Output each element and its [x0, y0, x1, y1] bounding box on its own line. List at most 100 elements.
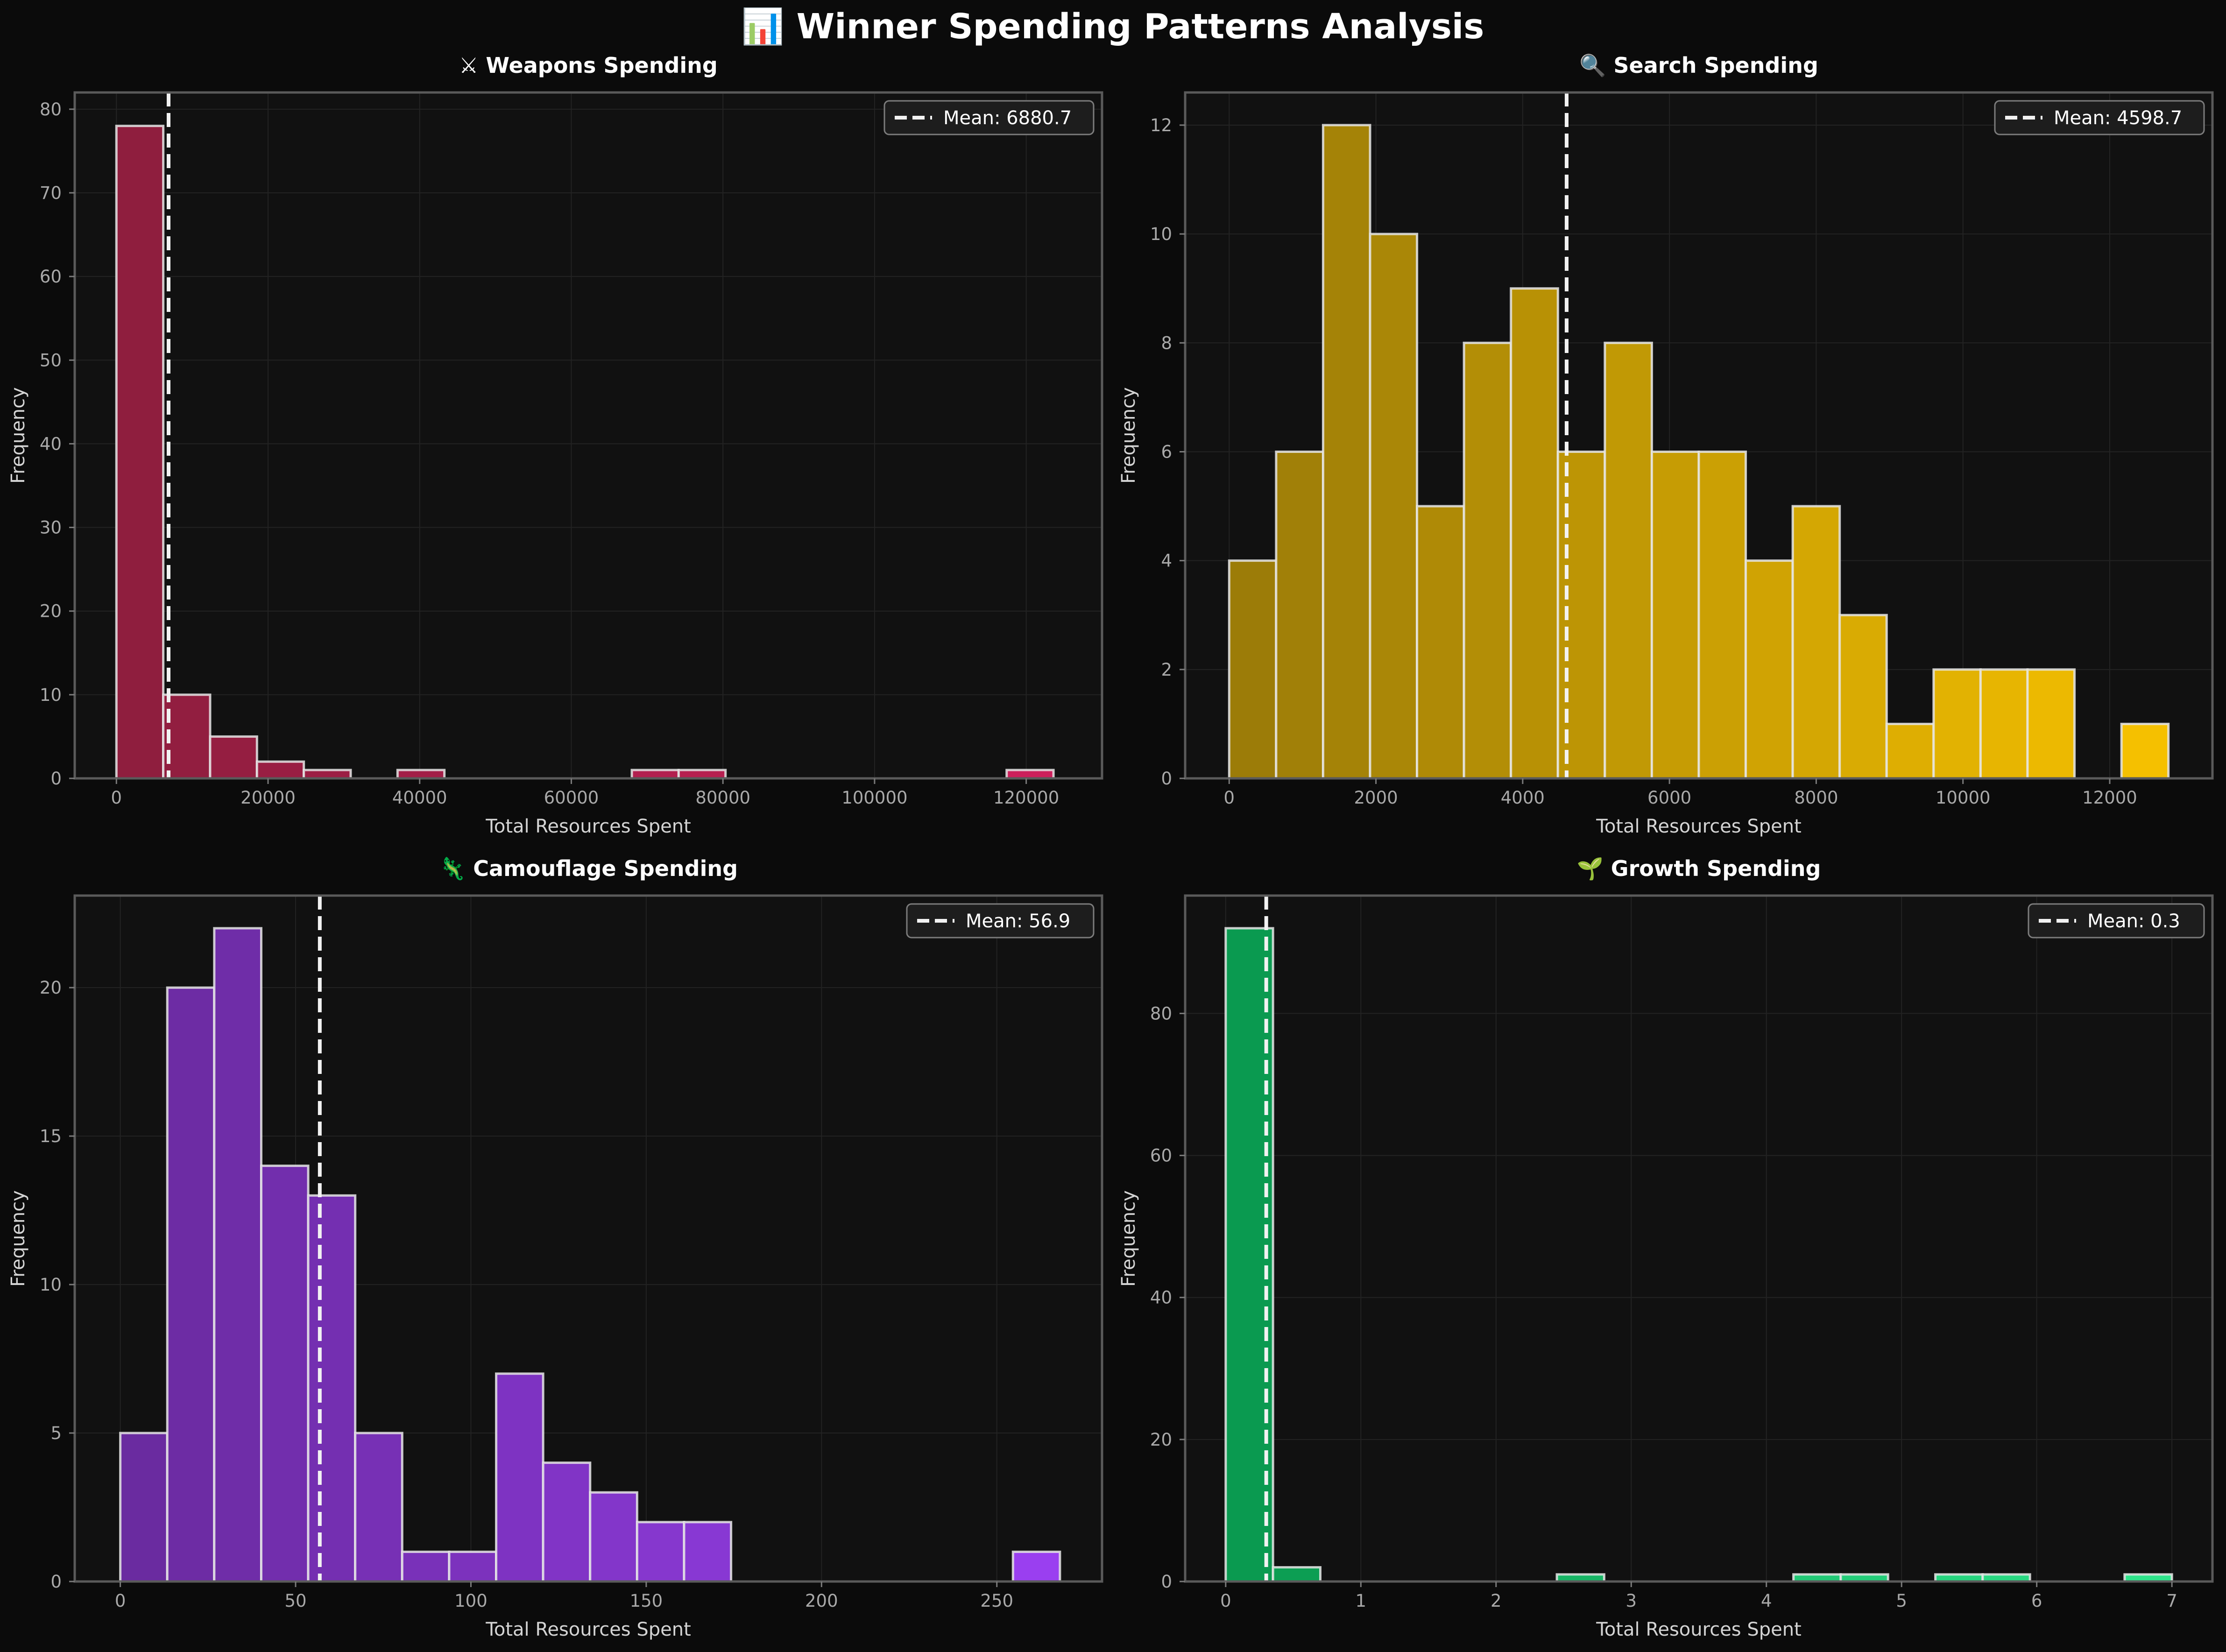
histogram-bar: [636, 1521, 685, 1583]
y-tick-label: 10: [40, 1275, 62, 1295]
y-axis-label: Frequency: [1118, 1190, 1139, 1287]
x-tick-label: 2: [1491, 1591, 1502, 1611]
x-tick-label: 200: [805, 1591, 838, 1611]
y-tick-label: 40: [40, 434, 62, 454]
x-tick-label: 150: [630, 1591, 663, 1611]
legend-box: [906, 903, 1095, 939]
histogram-bar: [1011, 1550, 1061, 1583]
x-tick-label: 7: [2166, 1591, 2177, 1611]
histogram-bar: [1005, 769, 1055, 780]
histogram-bar: [1272, 1566, 1321, 1583]
histogram-bar: [1416, 505, 1465, 780]
y-tick-label: 80: [1150, 1003, 1172, 1024]
x-tick-label: 20000: [240, 788, 296, 808]
subplots: 0 20000 40000 60000 80000 100000 1200000102030…: [7, 52, 2214, 1640]
histogram-bar: [1369, 233, 1419, 780]
histogram-bar: [255, 760, 305, 780]
y-tick-label: 60: [40, 267, 62, 287]
y-axis-label: Frequency: [7, 387, 29, 484]
y-tick-label: 30: [40, 518, 62, 538]
y-tick-label: 6: [1161, 442, 1172, 462]
legend-label: Mean: 0.3: [2087, 911, 2180, 932]
histogram-bar: [307, 1194, 357, 1583]
histogram-bar: [209, 735, 258, 780]
legend-box: [883, 100, 1095, 135]
histogram-bar: [1932, 668, 1982, 780]
x-tick-label: 250: [980, 1591, 1013, 1611]
axes-frame: [73, 91, 1103, 780]
histogram-bar: [1838, 614, 1888, 780]
plot-area: [1185, 896, 2212, 1581]
plot-area: [75, 92, 1102, 778]
x-axis-label: Total Resources Spent: [1596, 816, 1802, 837]
y-tick-label: 0: [1161, 769, 1172, 789]
histogram-bar: [1791, 505, 1841, 780]
subplot-1: 0 20000 40000 60000 80000 100000 120000 0 10 20 30…: [7, 53, 1103, 837]
legend: Mean: 0.3: [2028, 903, 2205, 939]
x-tick-label: 0: [1220, 1591, 1231, 1611]
x-tick-label: 0: [115, 1591, 126, 1611]
y-axis-label: Frequency: [7, 1190, 29, 1287]
subplot-2: 0 2000 4000 6000 8000 10000 12000 0 2 4 6 8 10 12 Tota…: [1118, 52, 2214, 837]
legend-box: [2028, 903, 2205, 939]
bars: [119, 927, 1061, 1583]
legend-label: Mean: 56.9: [966, 911, 1070, 932]
histogram-bar: [1463, 341, 1512, 780]
legend: Mean: 56.9: [906, 903, 1095, 939]
x-tick-label: 2000: [1354, 788, 1398, 808]
y-tick-label: 5: [50, 1423, 62, 1443]
bars: [1228, 124, 2170, 780]
subplot-title: 🌱 Growth Spending: [1577, 856, 1821, 881]
x-axis-label: Total Resources Spent: [485, 1619, 691, 1640]
legend-box: [1994, 100, 2205, 135]
y-tick-label: 70: [40, 183, 62, 203]
legend-label: Mean: 4598.7: [2054, 107, 2182, 129]
y-tick-label: 4: [1161, 551, 1172, 571]
y-tick-label: 12: [1150, 115, 1172, 135]
y-tick-label: 60: [1150, 1146, 1172, 1166]
x-tick-label: 80000: [695, 788, 750, 808]
histogram-bar: [677, 769, 727, 780]
histogram-bar: [1604, 341, 1653, 780]
histogram-bar: [630, 769, 680, 780]
x-tick-label: 6: [2031, 1591, 2042, 1611]
y-tick-label: 50: [40, 350, 62, 370]
histogram-bar: [303, 769, 352, 780]
axes-frame: [1184, 894, 2214, 1583]
y-tick-label: 20: [40, 601, 62, 621]
histogram-bar: [1228, 559, 1278, 780]
x-tick-label: 4: [1761, 1591, 1772, 1611]
histogram-bar: [354, 1432, 403, 1583]
histogram-bar: [542, 1461, 592, 1583]
histogram-bar: [1885, 722, 1935, 780]
x-tick-label: 100000: [841, 788, 907, 808]
subplot-title: 🦎 Camouflage Spending: [439, 856, 738, 881]
axes-frame: [73, 894, 1103, 1583]
subplot-title: ⚔ Weapons Spending: [459, 53, 718, 78]
legend: Mean: 6880.7: [883, 100, 1095, 135]
y-tick-label: 40: [1150, 1288, 1172, 1308]
legend: Mean: 4598.7: [1994, 100, 2205, 135]
histogram-bar: [1979, 668, 2029, 780]
histogram-bar: [1697, 450, 1747, 780]
x-axis-label: Total Resources Spent: [1596, 1619, 1802, 1640]
x-tick-label: 5: [1896, 1591, 1907, 1611]
histogram-bar: [1275, 450, 1324, 780]
histogram-bar: [683, 1521, 733, 1583]
x-tick-label: 120000: [993, 788, 1059, 808]
x-tick-label: 4000: [1501, 788, 1545, 808]
histogram-bar: [396, 769, 446, 780]
y-tick-label: 8: [1161, 333, 1172, 353]
histogram-bar: [166, 986, 216, 1583]
histogram-bar: [115, 125, 165, 780]
histogram-bar: [1321, 124, 1371, 780]
histogram-bar: [589, 1491, 638, 1583]
axes-frame: [1184, 91, 2214, 780]
x-tick-label: 60000: [544, 788, 599, 808]
subplot-4: 0 1 2 3 4 5 6 7 0 20 40 60 80 Total Resources Spent Fr…: [1118, 856, 2214, 1640]
x-tick-label: 0: [111, 788, 122, 808]
x-axis-label: Total Resources Spent: [485, 816, 691, 837]
x-tick-label: 8000: [1794, 788, 1838, 808]
histogram-bar: [1510, 287, 1559, 780]
